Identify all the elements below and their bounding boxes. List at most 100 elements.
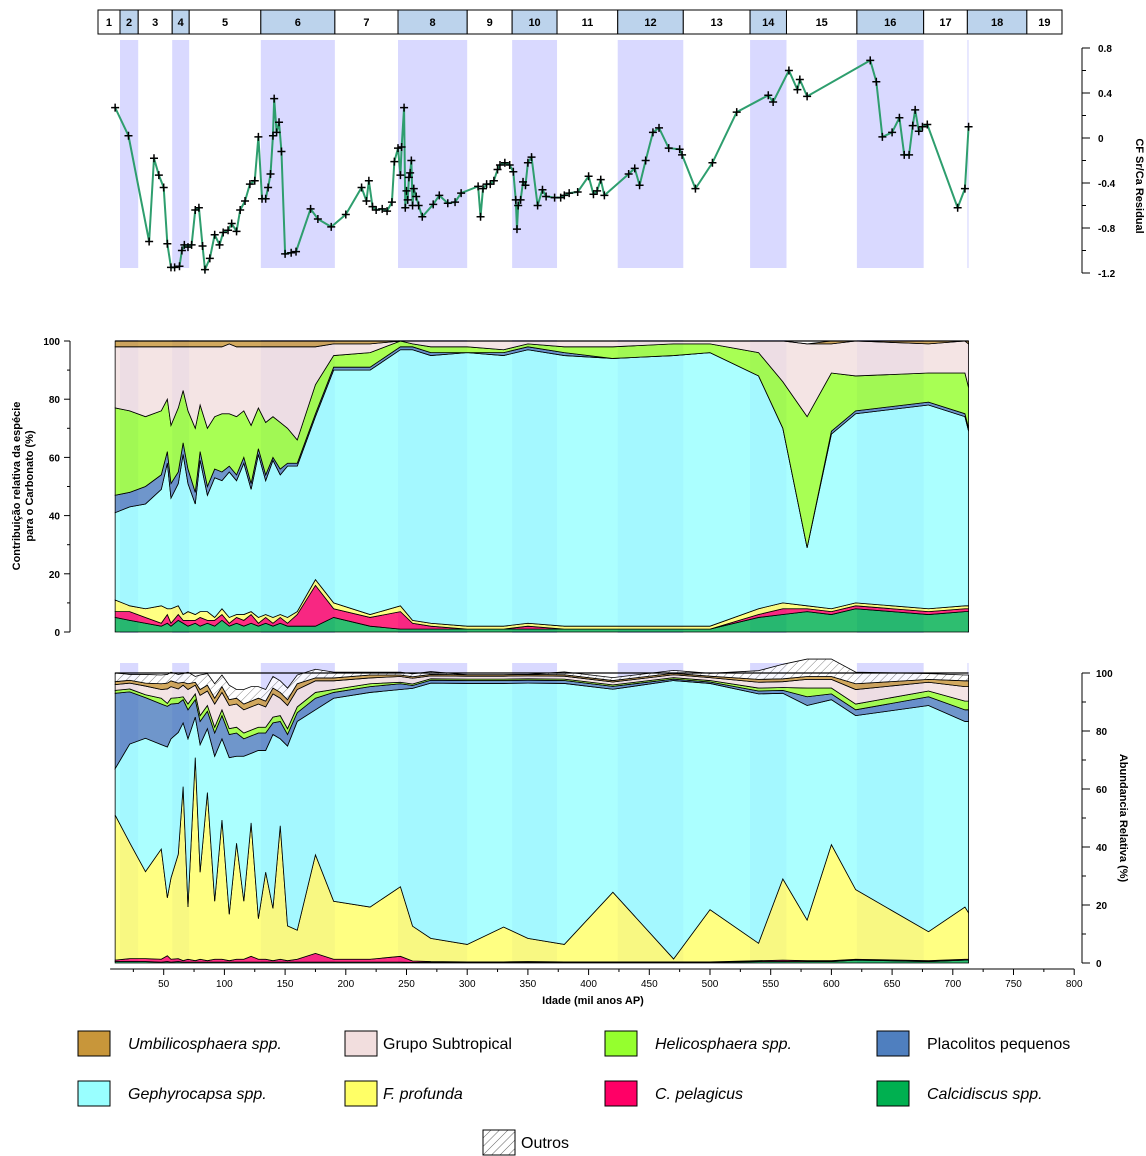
data-point [516,195,525,204]
data-point [560,191,569,200]
data-point [911,105,920,114]
data-point [655,123,664,132]
y-tick-label: 60 [1096,785,1108,796]
x-tick-label: 400 [580,979,597,990]
data-point [227,219,236,228]
data-point [443,199,452,208]
data-point [272,128,281,137]
mis-label-16: 16 [884,17,896,29]
mis-label-13: 13 [711,17,723,29]
data-point [245,180,254,189]
x-tick-label: 450 [641,979,658,990]
data-point [573,188,582,196]
y-tick-label: 0.4 [1098,89,1112,100]
data-point [215,240,224,249]
data-point [593,186,602,195]
y-axis-title: CF Sr/Ca Residual [1133,138,1145,233]
legend-swatch-pelagicus [604,1080,638,1107]
data-point [414,201,423,210]
data-point [648,128,657,137]
x-tick-label: 550 [762,979,779,990]
data-point [793,85,802,94]
glacial-band-mis-16 [856,40,924,268]
data-point [306,204,315,213]
y-tick-label: -0.4 [1098,179,1116,190]
glacial-band-mis-4 [172,40,190,268]
x-tick-label: 250 [398,979,415,990]
data-point [495,161,504,169]
mis-label-18: 18 [991,17,1003,29]
legend-label-gephyrocapsa: Gephyrocapsa spp. [128,1086,267,1103]
data-point [159,183,168,192]
mis-box-13 [682,9,751,35]
mis-label-5: 5 [222,17,228,29]
data-point [866,56,875,65]
legend-label-umbilicosphaera: Umbilicosphaera spp. [128,1036,282,1053]
data-point [198,242,207,250]
data-point [224,226,233,235]
data-point [509,167,518,176]
mis-stage-bar: 1 2 3 4 5 6 7 8 9 10 11 12 13 14 15 16 17 18 19 [97,9,1063,35]
x-tick-label: 700 [944,979,961,990]
data-point [878,132,887,141]
mis-box-16 [856,9,925,35]
data-point [287,248,296,257]
data-point [451,198,460,207]
data-point [675,145,684,154]
data-point [403,195,412,204]
mis-label-4: 4 [178,17,185,29]
data-point [895,113,904,122]
data-point [523,158,532,167]
legend-swatch-umbilicosphaera [77,1030,111,1057]
glacial-band-mis-8 [398,40,468,268]
y-tick-label: 0 [54,628,60,639]
mis-label-17: 17 [939,17,951,29]
data-point [177,246,186,255]
y-axis-title: Abundancia Relativa (%) [1117,754,1129,883]
data-point [364,176,373,185]
data-point [691,184,700,193]
legend: Umbilicosphaera spp. Grupo Subtropical Hel… [77,1030,1070,1156]
glacial-band-mis-6 [260,40,335,268]
mis-label-15: 15 [816,17,828,29]
data-point [407,156,416,165]
mis-box-18 [966,9,1028,35]
data-point [708,158,717,167]
data-point [387,198,396,207]
data-point [429,200,438,209]
data-point [264,183,273,192]
glacial-band-mis-12 [617,40,684,268]
data-point [505,161,514,169]
y-tick-label: 0.8 [1098,44,1112,55]
mis-box-10 [511,9,558,35]
data-point [914,127,923,136]
data-point [210,230,219,239]
data-point [402,186,411,195]
data-point [732,108,741,117]
y-tick-label: 80 [49,395,61,406]
data-point [923,120,932,129]
data-point [241,197,250,205]
carbonate-contribution-panel: 100 80 60 40 20 0 Contribuição relativa da esp… [11,337,969,639]
x-tick-label: 650 [884,979,901,990]
data-point [404,173,413,182]
mis-box-6 [260,9,336,35]
data-point [600,191,609,200]
glacial-band-mis-2 [119,40,139,268]
data-point [596,175,605,184]
y-tick-label: 0 [1096,959,1102,970]
data-point [275,118,284,127]
mis-label-3: 3 [152,17,158,29]
data-point [795,75,804,84]
data-point [383,207,392,216]
data-point [281,249,290,258]
x-axis-title: Idade (mil anos AP) [542,995,644,1007]
y-tick-label: -0.8 [1098,224,1116,235]
data-point [584,172,593,181]
y-tick-label: 20 [49,570,61,581]
data-point [533,201,542,210]
data-point [250,176,259,185]
legend-swatch-placolitos [876,1030,910,1057]
data-point [394,144,403,153]
